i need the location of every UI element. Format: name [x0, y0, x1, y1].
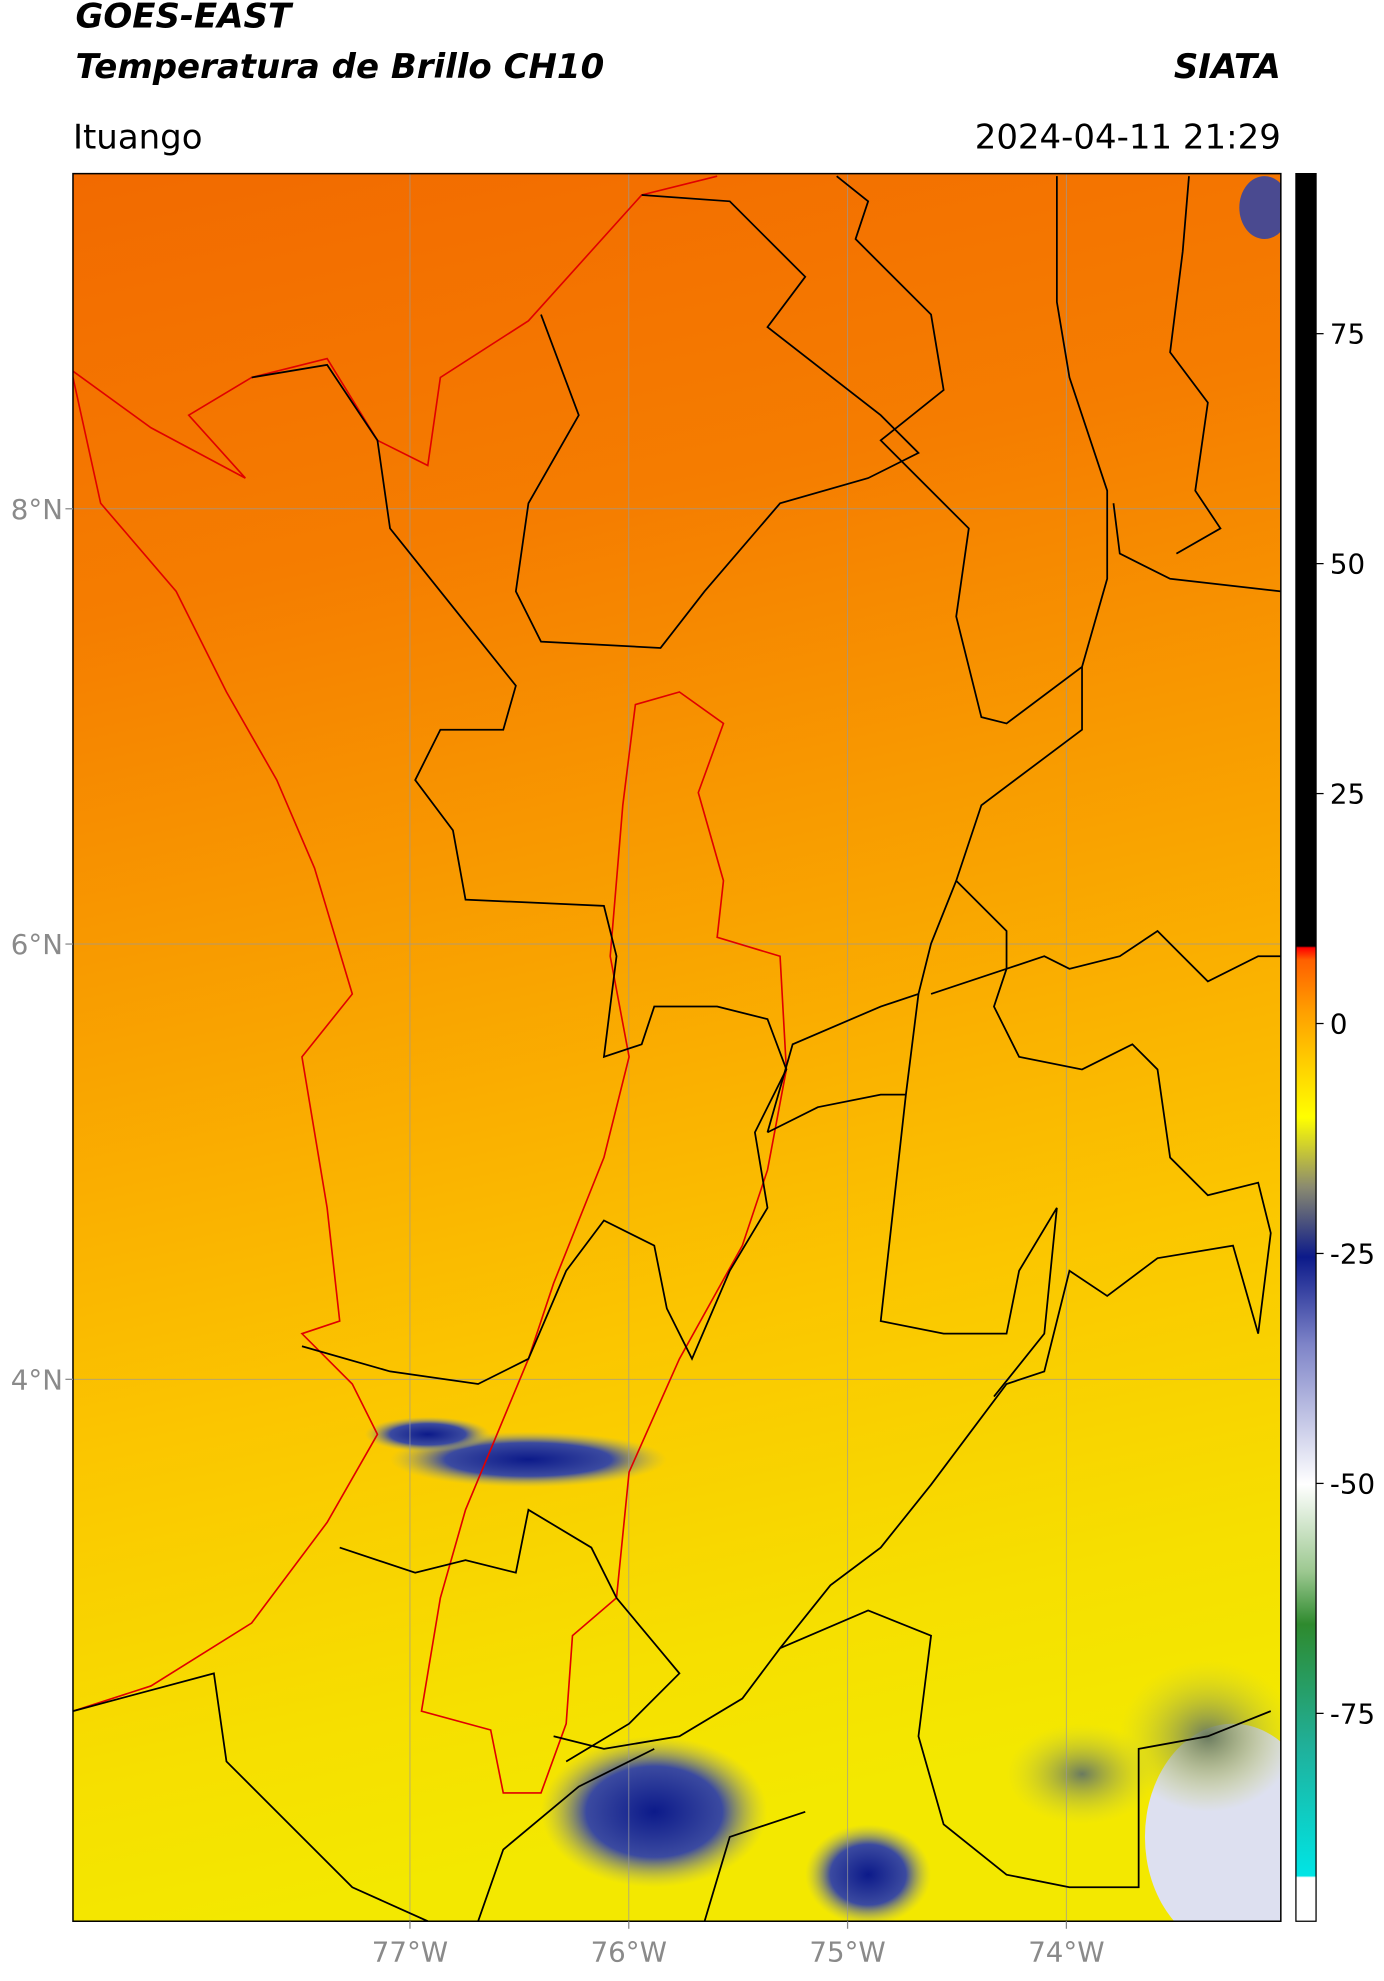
- y-tick-label: 8°N: [11, 493, 63, 526]
- x-tick-label: 76°W: [591, 1935, 667, 1968]
- colorbar-tick-label: 25: [1330, 778, 1365, 811]
- ticks: 77°W 76°W 75°W 74°W 8°N 6°N 4°N 75 50 25 0 -25 -50 -7…: [11, 318, 1375, 1969]
- colorbar-tick-label: 0: [1330, 1008, 1348, 1041]
- x-tick-label: 77°W: [372, 1935, 448, 1968]
- colorbar-tick-label: -75: [1330, 1697, 1375, 1730]
- subtitle: Temperatura de Brillo CH10: [75, 47, 604, 87]
- colorbar: [1295, 172, 1317, 1922]
- timestamp: 2024-04-11 21:29: [975, 117, 1281, 157]
- y-tick-label: 4°N: [11, 1363, 63, 1396]
- colorbar-tick-label: 75: [1330, 318, 1365, 351]
- colorbar-tick-label: -25: [1330, 1238, 1375, 1271]
- colorbar-tick-label: 50: [1330, 548, 1365, 581]
- map-frame: [72, 172, 1282, 1922]
- boundaries: [72, 175, 1281, 1922]
- map-raster: [72, 173, 1281, 1922]
- title: GOES-EAST: [75, 0, 293, 37]
- graticule: [72, 173, 1281, 1922]
- x-tick-label: 75°W: [809, 1935, 885, 1968]
- colorbar-tick-label: -50: [1330, 1467, 1375, 1500]
- x-tick-label: 74°W: [1028, 1935, 1104, 1968]
- y-tick-label: 6°N: [11, 928, 63, 961]
- location: Ituango: [73, 117, 203, 157]
- credit: SIATA: [1174, 47, 1281, 87]
